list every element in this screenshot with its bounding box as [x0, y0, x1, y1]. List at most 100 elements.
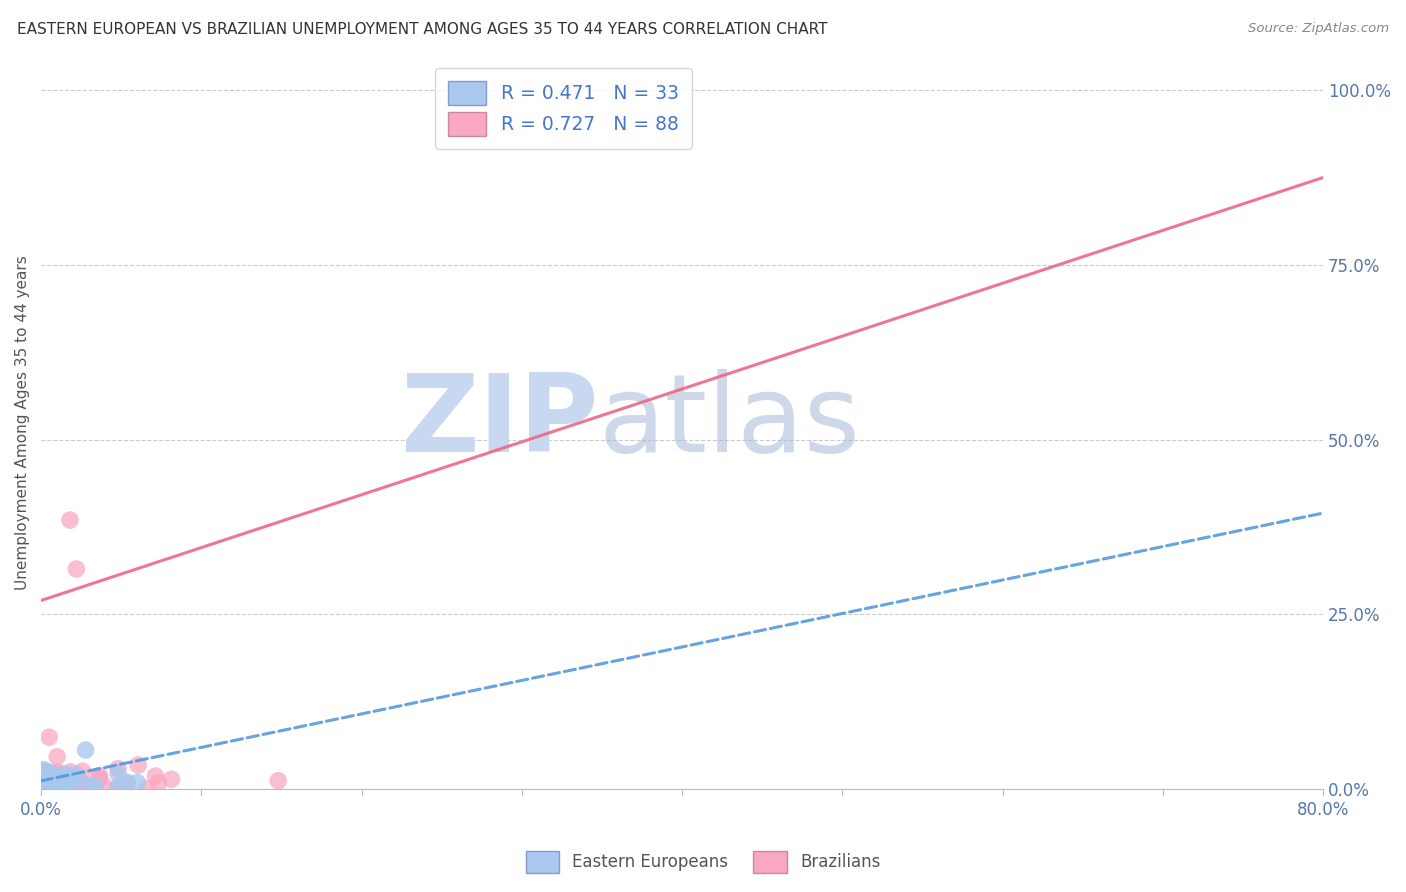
- Point: [110, 781, 132, 796]
- Point: [148, 776, 170, 790]
- Point: [63, 772, 86, 786]
- Point: [52, 771, 75, 785]
- Point: [38, 765, 60, 780]
- Point: [35, 764, 58, 779]
- Point: [51, 773, 73, 788]
- Point: [46, 781, 69, 796]
- Point: [44, 773, 66, 788]
- Point: [58, 773, 80, 788]
- Point: [76, 778, 98, 792]
- Legend: Eastern Europeans, Brazilians: Eastern Europeans, Brazilians: [519, 845, 887, 880]
- Point: [55, 780, 77, 795]
- Point: [53, 767, 76, 781]
- Point: [46, 767, 69, 781]
- Point: [37, 781, 59, 796]
- Point: [107, 780, 129, 794]
- Point: [89, 772, 111, 786]
- Point: [44, 772, 66, 786]
- Point: [38, 776, 60, 790]
- Point: [31, 780, 53, 794]
- Point: [65, 780, 87, 795]
- Point: [160, 772, 183, 787]
- Point: [31, 770, 53, 784]
- Point: [83, 779, 105, 793]
- Point: [65, 562, 87, 576]
- Point: [91, 778, 114, 792]
- Point: [46, 770, 69, 784]
- Point: [35, 772, 58, 786]
- Point: [53, 771, 76, 785]
- Point: [46, 768, 69, 782]
- Point: [42, 772, 65, 786]
- Point: [37, 767, 59, 781]
- Point: [34, 777, 56, 791]
- Point: [41, 771, 63, 785]
- Point: [34, 780, 56, 795]
- Point: [49, 775, 72, 789]
- Point: [49, 781, 72, 796]
- Point: [45, 767, 67, 781]
- Point: [35, 780, 58, 794]
- Text: atlas: atlas: [599, 369, 860, 475]
- Point: [52, 771, 75, 785]
- Point: [32, 763, 55, 777]
- Point: [32, 764, 55, 779]
- Point: [136, 781, 159, 796]
- Point: [49, 772, 72, 786]
- Point: [35, 781, 58, 796]
- Point: [52, 774, 75, 789]
- Point: [59, 777, 82, 791]
- Point: [48, 781, 70, 796]
- Point: [37, 781, 59, 796]
- Point: [115, 775, 138, 789]
- Point: [32, 781, 55, 796]
- Point: [69, 774, 91, 789]
- Point: [145, 769, 167, 783]
- Point: [38, 730, 60, 744]
- Point: [44, 767, 66, 781]
- Point: [127, 758, 149, 772]
- Point: [115, 776, 138, 790]
- Point: [51, 781, 73, 796]
- Point: [45, 778, 67, 792]
- Point: [35, 780, 58, 795]
- Point: [34, 777, 56, 791]
- Point: [107, 762, 129, 776]
- Point: [38, 780, 60, 795]
- Point: [46, 778, 69, 792]
- Point: [42, 776, 65, 790]
- Point: [31, 775, 53, 789]
- Point: [59, 768, 82, 782]
- Point: [87, 773, 110, 788]
- Point: [59, 772, 82, 787]
- Point: [65, 768, 87, 782]
- Point: [82, 779, 104, 793]
- Point: [44, 774, 66, 789]
- Point: [107, 766, 129, 780]
- Point: [72, 764, 94, 778]
- Point: [60, 772, 83, 786]
- Point: [80, 779, 103, 793]
- Text: EASTERN EUROPEAN VS BRAZILIAN UNEMPLOYMENT AMONG AGES 35 TO 44 YEARS CORRELATION: EASTERN EUROPEAN VS BRAZILIAN UNEMPLOYME…: [17, 22, 827, 37]
- Point: [110, 781, 132, 796]
- Point: [46, 749, 69, 764]
- Point: [38, 781, 60, 796]
- Point: [39, 778, 62, 792]
- Point: [31, 779, 53, 793]
- Text: ZIP: ZIP: [401, 369, 599, 475]
- Point: [89, 768, 111, 782]
- Point: [267, 773, 290, 788]
- Point: [59, 513, 82, 527]
- Point: [38, 777, 60, 791]
- Point: [52, 772, 75, 786]
- Point: [32, 780, 55, 795]
- Point: [31, 764, 53, 779]
- Point: [45, 779, 67, 793]
- Point: [32, 778, 55, 792]
- Point: [44, 778, 66, 792]
- Point: [63, 780, 86, 794]
- Point: [52, 778, 75, 792]
- Point: [38, 781, 60, 796]
- Point: [37, 778, 59, 792]
- Point: [32, 778, 55, 792]
